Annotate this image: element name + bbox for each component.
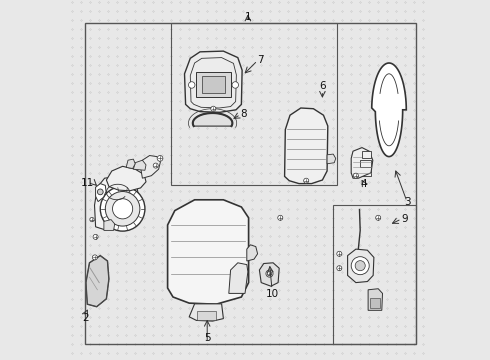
Circle shape (353, 173, 358, 178)
Circle shape (100, 186, 145, 231)
Polygon shape (193, 113, 232, 126)
Polygon shape (106, 166, 146, 191)
Text: 7: 7 (258, 55, 264, 66)
Bar (197, 311, 216, 320)
Bar (333, 205, 416, 344)
Text: 3: 3 (404, 197, 410, 207)
Polygon shape (185, 51, 242, 112)
Text: 8: 8 (241, 109, 247, 120)
Bar (360, 160, 371, 167)
Circle shape (98, 189, 103, 195)
Circle shape (266, 270, 273, 277)
Circle shape (268, 271, 271, 276)
Circle shape (93, 234, 98, 239)
Text: 5: 5 (204, 333, 211, 343)
Circle shape (278, 215, 283, 220)
Circle shape (189, 82, 195, 88)
Polygon shape (229, 263, 248, 293)
Polygon shape (141, 156, 160, 178)
Circle shape (351, 257, 369, 275)
Bar (362, 151, 371, 158)
Polygon shape (104, 220, 115, 230)
Text: 9: 9 (402, 214, 408, 224)
Polygon shape (96, 184, 106, 202)
Bar (202, 76, 225, 93)
Polygon shape (347, 249, 374, 283)
Bar (196, 72, 231, 97)
Text: 4: 4 (361, 179, 367, 189)
Polygon shape (351, 148, 373, 178)
Bar (171, 23, 337, 185)
Circle shape (92, 255, 98, 260)
Polygon shape (168, 200, 248, 304)
Bar (358, 169, 371, 176)
Circle shape (211, 106, 216, 111)
Circle shape (232, 82, 239, 88)
Polygon shape (126, 159, 135, 168)
Bar (85, 23, 416, 344)
Circle shape (157, 156, 163, 161)
Circle shape (304, 178, 309, 183)
Circle shape (90, 217, 94, 222)
Circle shape (337, 266, 342, 271)
Circle shape (113, 199, 133, 219)
Polygon shape (259, 263, 279, 286)
Polygon shape (189, 304, 223, 321)
Circle shape (153, 163, 158, 168)
Bar (370, 298, 380, 308)
Polygon shape (368, 289, 383, 310)
Text: 1: 1 (245, 12, 251, 22)
Polygon shape (133, 160, 146, 170)
Polygon shape (86, 256, 109, 307)
Text: 6: 6 (319, 81, 326, 91)
Text: 11: 11 (80, 178, 94, 188)
Text: 10: 10 (266, 289, 278, 300)
Circle shape (355, 261, 365, 271)
Polygon shape (247, 245, 258, 261)
Polygon shape (372, 63, 406, 157)
Text: 2: 2 (83, 313, 89, 323)
Polygon shape (327, 154, 336, 164)
Polygon shape (285, 108, 328, 184)
Polygon shape (95, 176, 139, 230)
Circle shape (376, 215, 381, 220)
Circle shape (105, 192, 140, 226)
Circle shape (337, 251, 342, 256)
